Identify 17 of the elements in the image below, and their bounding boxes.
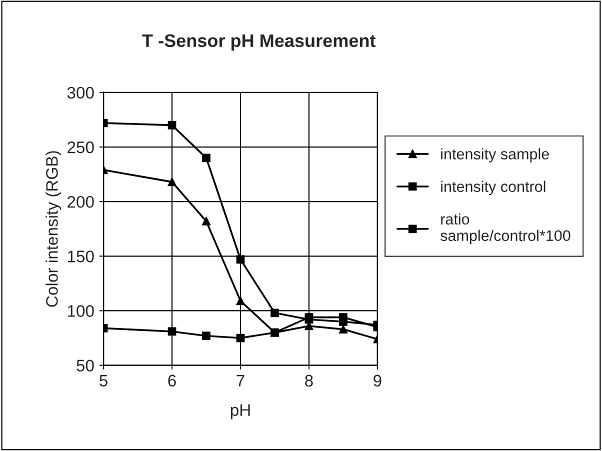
y-axis-title: Color intensity (RGB) — [46, 151, 62, 307]
x-tick-label: 9 — [374, 374, 382, 387]
chart-title: T -Sensor pH Measurement — [142, 34, 376, 51]
y-tick-label: 250 — [68, 141, 94, 154]
y-tick-label: 100 — [68, 305, 94, 317]
x-tick-label: 5 — [100, 374, 108, 387]
x-axis-title: pH — [230, 404, 250, 420]
y-tick-label: 50 — [76, 360, 94, 372]
y-tick-label: 150 — [68, 250, 94, 262]
y-tick-label: 300 — [67, 86, 94, 99]
y-tick-label: 200 — [68, 196, 94, 208]
legend-label: intensity control — [441, 180, 546, 196]
legend-label: intensity sample — [441, 148, 549, 162]
x-tick-label: 8 — [305, 374, 313, 387]
legend-label: ratio sample/control*100 — [440, 213, 570, 244]
x-tick-label: 6 — [168, 374, 176, 387]
x-tick-label: 7 — [236, 374, 244, 386]
